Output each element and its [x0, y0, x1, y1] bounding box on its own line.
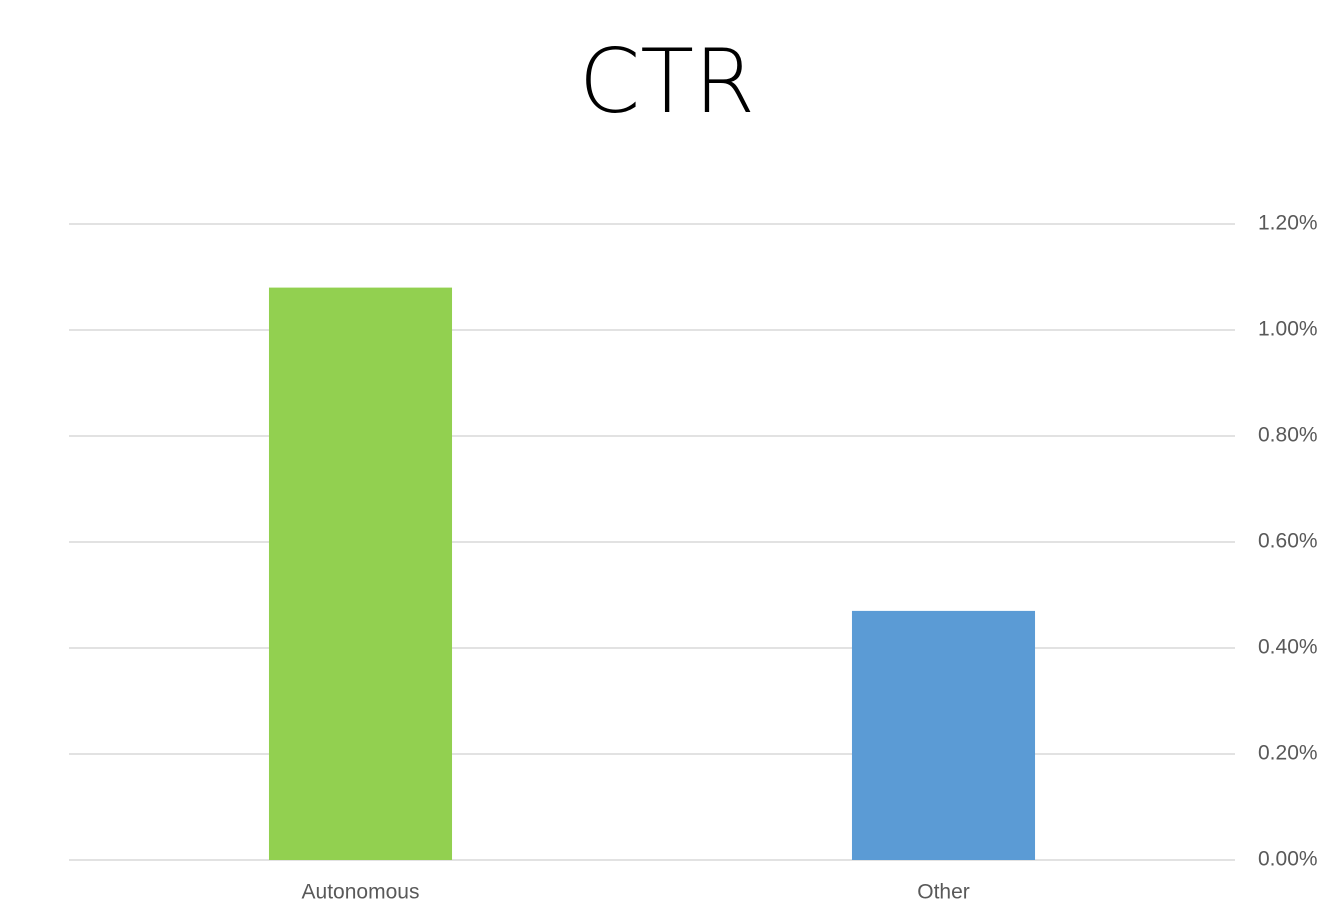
- x-tick-label: Other: [917, 881, 970, 904]
- chart-title: CTR: [579, 30, 755, 133]
- x-tick-label: Autonomous: [302, 881, 420, 904]
- y-tick-label: 0.80%: [1258, 424, 1318, 447]
- bar: [268, 287, 453, 861]
- y-tick-label: 1.20%: [1258, 212, 1318, 235]
- y-tick-label: 0.00%: [1258, 848, 1318, 871]
- y-tick-label: 0.40%: [1258, 636, 1318, 659]
- y-tick-label: 0.60%: [1258, 530, 1318, 553]
- y-tick-label: 1.00%: [1258, 318, 1318, 341]
- y-tick-label: 0.20%: [1258, 742, 1318, 765]
- bar: [851, 610, 1036, 860]
